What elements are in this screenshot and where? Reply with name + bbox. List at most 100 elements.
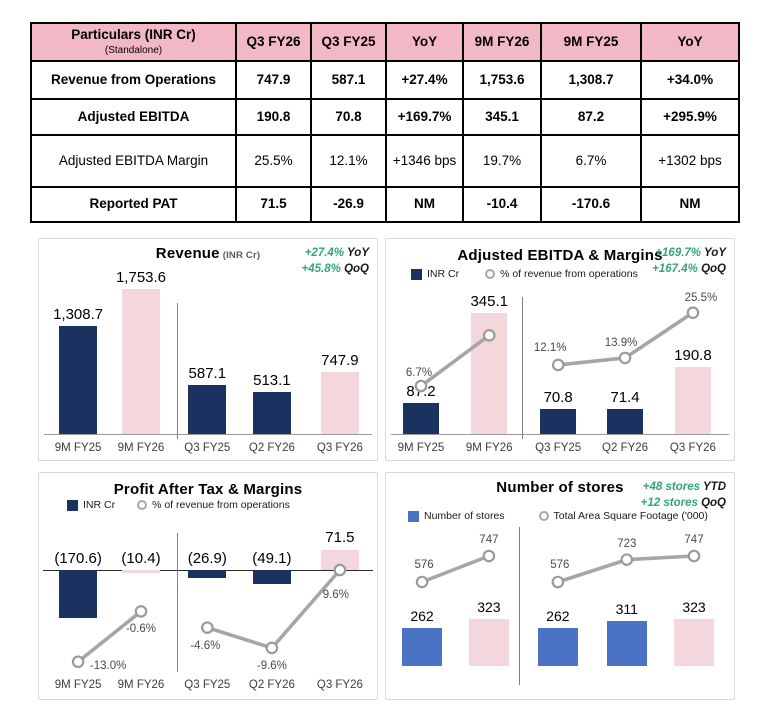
bar-value-label: 71.5 [325, 528, 355, 546]
table-header-row: Particulars (INR Cr) (Standalone) Q3 FY26 Q… [30, 22, 740, 62]
group-divider-line [176, 303, 178, 439]
header-period: YoY [640, 22, 740, 62]
growth-badge-qoq: +167.4% QoQ [652, 263, 726, 275]
bar [122, 570, 160, 573]
bar [188, 385, 227, 434]
bar-value-label: 262 [410, 608, 434, 624]
legend-item-line: % of revenue from operations [485, 268, 638, 280]
financials-table-header: Particulars (INR Cr) (Standalone) Q3 FY26 Q… [30, 22, 740, 62]
group-divider-line [519, 527, 520, 685]
table-row: Reported PAT 71.5 -26.9 NM -10.4 -170.6 NM [30, 186, 740, 223]
chart-title-text: Revenue [155, 245, 220, 262]
table-cell: -26.9 [310, 186, 387, 223]
financials-table-body: Revenue from Operations 747.9 587.1 +27.4% 1… [30, 60, 740, 223]
growth-badge-qoq: +45.8% QoQ [301, 263, 369, 275]
growth-badge-ytd: +48 stores YTD [642, 481, 726, 493]
navy-bar-swatch-icon [411, 268, 422, 280]
stores-chart-panel: Number of stores +48 stores YTD +12 stor… [385, 472, 735, 700]
line-value-label: 747 [479, 534, 499, 546]
bar-value-label: 311 [615, 600, 638, 617]
legend-item-bars: Number of stores [408, 510, 505, 522]
group-divider-line [521, 297, 523, 439]
legend-item-line: % of revenue from operations [137, 499, 290, 511]
bar-value-label: 345.1 [470, 293, 509, 311]
pat-chart-panel: Profit After Tax & Margins INR Cr % of r… [38, 472, 378, 700]
stores-legend: Number of stores Total Area Square Foota… [408, 510, 708, 522]
bar [606, 620, 647, 666]
table-cell: NM [640, 186, 740, 223]
bar-value-label: 1,753.6 [115, 268, 167, 286]
bar [59, 570, 98, 618]
table-cell: NM [385, 186, 464, 223]
bar [252, 570, 291, 584]
bar-value-label: (10.4) [121, 550, 161, 567]
table-cell: 190.8 [235, 98, 312, 136]
line-value-label: 6.7% [405, 367, 433, 379]
table-cell: +295.9% [640, 98, 740, 136]
category-label: Q2 FY26 [248, 442, 295, 454]
growth-badge-yoy: +27.4% YoY [304, 247, 369, 259]
bar-value-label: (26.9) [187, 550, 227, 567]
bar [403, 403, 439, 434]
category-label: Q2 FY26 [248, 679, 295, 691]
line-marker [134, 605, 148, 618]
category-label: 9M FY26 [117, 679, 165, 691]
line-value-label: 12.1% [533, 341, 567, 354]
stores-chart-title: Number of stores [496, 479, 624, 496]
bar [402, 628, 443, 666]
line-marker [201, 621, 214, 634]
line-value-label: 25.5% [684, 291, 718, 304]
group-divider-line [176, 533, 178, 672]
category-label: Q3 FY25 [184, 679, 231, 691]
header-period: 9M FY26 [462, 22, 542, 62]
line-marker [551, 358, 565, 372]
header-standalone-note: (Standalone) [104, 44, 163, 56]
bar [320, 372, 359, 434]
line-marker [71, 655, 85, 669]
table-cell: -10.4 [462, 186, 542, 223]
table-cell: +27.4% [385, 60, 464, 100]
header-period: YoY [385, 22, 464, 62]
table-cell: +34.0% [640, 60, 740, 100]
line-marker [620, 553, 634, 566]
bar [468, 619, 509, 666]
navy-bar-swatch-icon [67, 499, 78, 511]
bar-value-label: 87.2 [406, 383, 436, 401]
growth-badge-qoq: +12 stores QoQ [640, 497, 726, 509]
line-value-label: -4.6% [190, 639, 221, 652]
line-marker-icon [485, 269, 496, 279]
bar-value-label: 1,308.7 [53, 305, 104, 323]
line-marker-icon [538, 511, 549, 521]
line-marker [618, 351, 632, 365]
category-label: 9M FY26 [117, 442, 165, 454]
table-cell: 70.8 [310, 98, 387, 136]
line-value-label: -0.6% [125, 623, 157, 636]
table-row: Adjusted EBITDA Margin 25.5% 12.1% +1346 bp… [30, 134, 740, 188]
table-cell: 345.1 [462, 98, 542, 136]
line-value-label: 13.9% [604, 336, 638, 349]
table-cell: 25.5% [235, 134, 312, 188]
line-marker [482, 549, 496, 563]
line-value-label: -13.0% [89, 659, 127, 672]
line-value-label: 576 [550, 559, 570, 571]
legend-item-bars: INR Cr [411, 268, 459, 280]
bar-value-label: 190.8 [674, 347, 712, 365]
category-label: Q3 FY25 [535, 442, 582, 454]
line-value-label: 723 [617, 537, 637, 550]
table-cell: 587.1 [310, 60, 387, 100]
bar [540, 409, 577, 434]
category-label: 9M FY25 [54, 679, 102, 691]
bar [59, 325, 98, 434]
header-period: Q3 FY26 [235, 22, 312, 62]
table-cell: 1,308.7 [540, 60, 642, 100]
revenue-plot: 1,308.7 9M FY25 1,753.6 9M FY26 587.1 Q3 FY25… [39, 239, 377, 460]
bar [607, 409, 644, 434]
stores-growth-badges: +48 stores YTD +12 stores QoQ [641, 479, 726, 511]
pat-plot: (170.6) 9M FY25 (10.4) 9M FY26 (26.9) Q3 FY25… [39, 473, 377, 699]
line-marker [265, 641, 279, 655]
header-particulars: Particulars (INR Cr) (Standalone) [30, 22, 237, 62]
bar [122, 288, 160, 434]
table-cell: +1302 bps [640, 134, 740, 188]
bar-value-label: 323 [477, 599, 501, 616]
bar-value-label: 262 [546, 608, 570, 624]
